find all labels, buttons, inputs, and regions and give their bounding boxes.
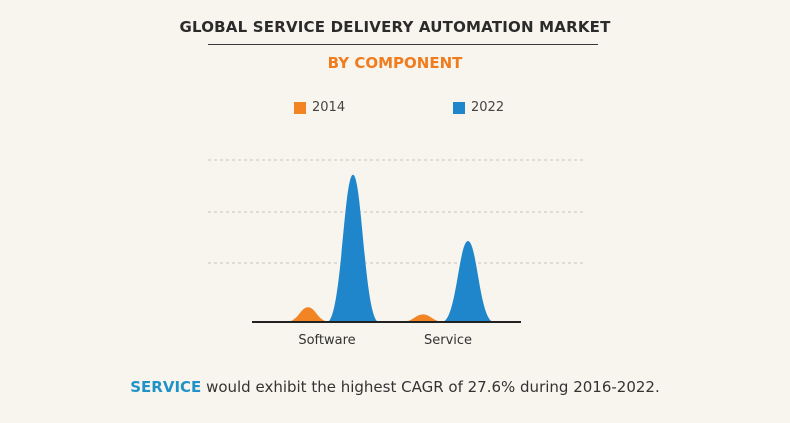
footer-highlight: SERVICE (130, 378, 202, 396)
title-underline (208, 44, 598, 45)
x-tick-label-service: Service (424, 333, 472, 348)
footer-note: SERVICE would exhibit the highest CAGR o… (0, 378, 790, 396)
legend-swatch-2022 (453, 102, 465, 114)
chart-subtitle: BY COMPONENT (327, 54, 463, 72)
peak-2022-software (327, 174, 379, 322)
footer-text: would exhibit the highest CAGR of 27.6% … (201, 378, 660, 396)
peak-2014-service (401, 314, 445, 322)
legend-swatch-2014 (294, 102, 306, 114)
peak-2022-service (442, 241, 494, 322)
legend-label-2022: 2022 (471, 100, 505, 115)
x-tick-label-software: Software (298, 333, 355, 348)
peak-2014-software (286, 307, 330, 322)
legend-label-2014: 2014 (312, 100, 346, 115)
chart-title: GLOBAL SERVICE DELIVERY AUTOMATION MARKE… (179, 18, 611, 36)
